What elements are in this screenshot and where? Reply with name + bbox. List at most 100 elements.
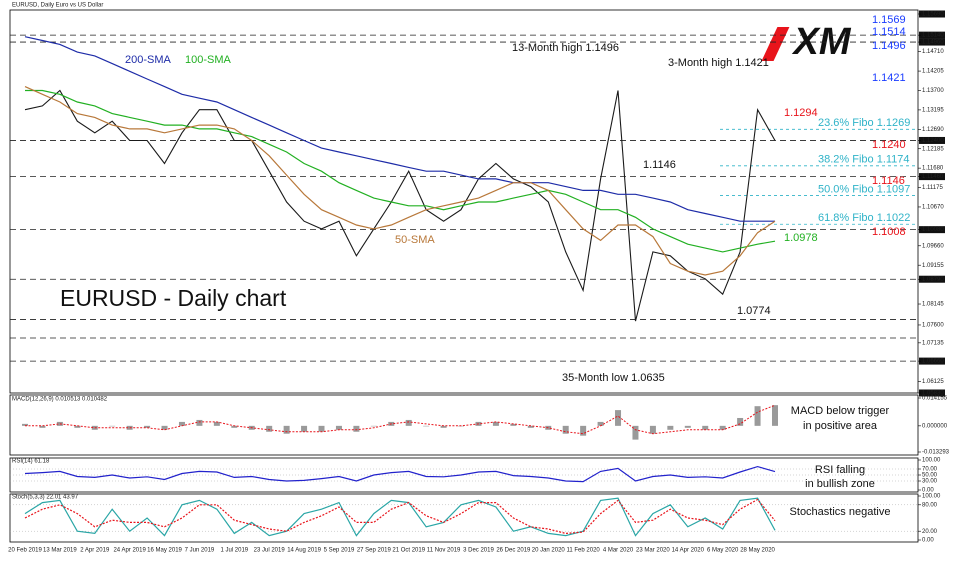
macd-bar (754, 406, 761, 426)
x-tick-label: 16 May 2019 (147, 548, 182, 554)
x-tick-label: 28 May 2020 (740, 548, 775, 554)
macd-bar (353, 425, 360, 432)
macd-bar (318, 425, 325, 432)
fibo-label: 50.0% Fibo 1.1097 (818, 183, 910, 195)
level-label: 1.0978 (784, 232, 818, 244)
macd-bar (667, 425, 674, 430)
y-tick-label: 1.06125 (922, 379, 944, 385)
macd-bar (266, 425, 273, 432)
y-tick-label: 0.014155 (922, 396, 948, 402)
y-tick-label: 1.06660 (922, 359, 944, 365)
series-name: 100-SMA (185, 54, 232, 66)
y-tick-label: 1.10080 (922, 227, 944, 233)
y-tick-label: 80.00 (922, 502, 938, 508)
panel-title: RSI(14) 61.18 (12, 459, 50, 465)
x-tick-label: 20 Feb 2019 (8, 548, 42, 554)
panel-note: MACD below trigger (791, 405, 890, 417)
y-tick-highlight (919, 275, 945, 283)
macd-bar (213, 421, 220, 426)
y-tick-label: 1.14710 (922, 49, 944, 55)
macd-bar (702, 425, 709, 430)
level-label: 1.1514 (872, 26, 906, 38)
series-name: 200-SMA (125, 54, 172, 66)
y-tick-label: 0.00 (922, 488, 934, 494)
fibo-label: 38.2% Fibo 1.1174 (818, 154, 910, 166)
series-line (25, 404, 776, 435)
x-tick-label: 14 Apr 2020 (672, 548, 705, 554)
series-line (24, 86, 776, 276)
macd-bar (615, 410, 622, 426)
macd-bar (196, 419, 203, 426)
y-tick-label: 1.15140 (922, 33, 944, 39)
y-tick-label: 1.08790 (922, 277, 944, 283)
series-line (24, 497, 776, 537)
annotation: 3-Month high 1.1421 (668, 57, 769, 69)
y-tick-highlight (919, 31, 945, 39)
level-label: 1.1569 (872, 14, 906, 26)
level-label: 1.1496 (872, 40, 906, 52)
macd-bar (231, 425, 238, 428)
x-tick-label: 3 Dec 2019 (463, 548, 494, 554)
chart-subtitle: EURUSD, Daily Euro vs US Dollar (12, 3, 103, 9)
macd-bar (335, 425, 342, 430)
y-tick-label: -0.013293 (922, 450, 950, 456)
x-tick-label: 23 Jul 2019 (254, 548, 286, 554)
series-line (24, 89, 776, 322)
macd-bar (144, 425, 151, 428)
macd-bar (737, 417, 744, 426)
logo-accent (761, 27, 790, 61)
x-tick-label: 7 Jun 2019 (185, 548, 215, 554)
chart-title: EURUSD - Daily chart (60, 285, 287, 311)
macd-bar (109, 425, 116, 427)
x-tick-label: 1 Jul 2019 (220, 548, 248, 554)
y-tick-label: 1.14960 (922, 40, 944, 46)
level-label: 1.1008 (872, 226, 906, 238)
macd-bar (74, 425, 81, 428)
y-tick-highlight (919, 226, 945, 234)
macd-bar (370, 425, 377, 427)
y-tick-highlight (919, 10, 945, 18)
x-tick-label: 24 Apr 2019 (113, 548, 146, 554)
x-tick-label: 20 Jan 2020 (532, 548, 566, 554)
y-tick-label: 30.00 (922, 479, 938, 485)
x-tick-label: 26 Dec 2019 (496, 548, 531, 554)
main-frame (9, 9, 919, 394)
y-tick-label: 1.08145 (922, 302, 944, 308)
macd-bar (510, 423, 517, 426)
level-label: 1.1294 (784, 107, 818, 119)
y-tick-label: 0.000000 (922, 423, 948, 429)
macd-bar (126, 425, 133, 430)
y-tick-highlight (919, 173, 945, 181)
annotation: 1.1146 (643, 159, 676, 171)
series-line (24, 465, 776, 483)
series-line (24, 36, 775, 222)
y-tick-label: 1.13700 (922, 88, 944, 94)
macd-bar (440, 425, 447, 428)
y-tick-label: 1.12690 (922, 127, 944, 133)
y-tick-highlight (919, 38, 945, 46)
macd-bar (527, 425, 534, 428)
y-tick-label: 1.14205 (922, 69, 944, 75)
x-tick-label: 23 Mar 2020 (636, 548, 670, 554)
x-tick-label: 21 Oct 2019 (392, 548, 425, 554)
x-tick-label: 14 Aug 2019 (287, 548, 321, 554)
macd-bar (684, 425, 691, 428)
level-label: 1.1146 (872, 175, 905, 187)
y-tick-label: 20.00 (922, 529, 938, 535)
y-tick-label: 1.12185 (922, 146, 944, 152)
macd-bar (283, 425, 290, 434)
y-tick-highlight (919, 389, 945, 397)
macd-bar (580, 425, 587, 436)
y-tick-label: 1.05830 (922, 391, 944, 397)
y-tick-label: 50.00 (922, 473, 938, 479)
series-name: 50-SMA (395, 234, 435, 246)
y-tick-label: 100.00 (922, 458, 941, 464)
y-tick-label: 1.12400 (922, 138, 944, 144)
macd-bar (301, 425, 308, 432)
series-line (25, 89, 776, 253)
y-tick-label: 1.15690 (922, 12, 944, 18)
x-tick-label: 13 Mar 2019 (43, 548, 77, 554)
macd-bar (22, 423, 28, 426)
